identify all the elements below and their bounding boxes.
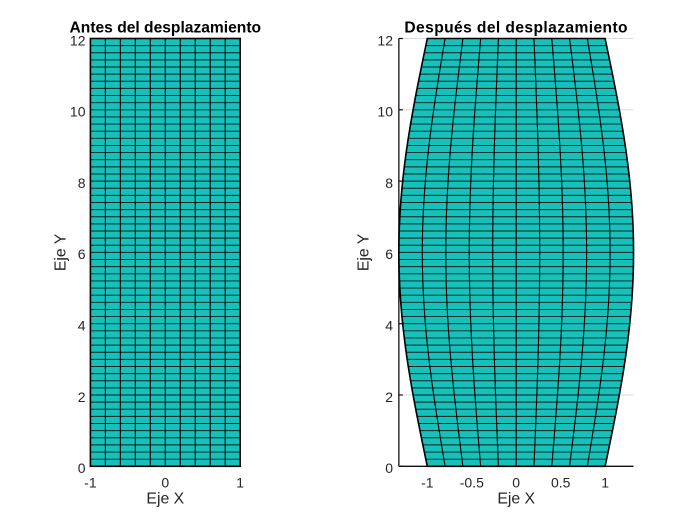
svg-text:Eje Y: Eje Y (356, 233, 373, 271)
svg-text:12: 12 (70, 32, 86, 48)
svg-text:8: 8 (78, 175, 86, 191)
svg-text:6: 6 (385, 246, 393, 262)
svg-text:0: 0 (385, 460, 393, 476)
svg-text:4: 4 (385, 318, 393, 334)
svg-text:1: 1 (236, 475, 244, 491)
svg-text:0.5: 0.5 (551, 475, 571, 491)
svg-text:8: 8 (385, 175, 393, 191)
svg-text:Eje X: Eje X (146, 491, 184, 508)
svg-text:0: 0 (161, 475, 169, 491)
svg-text:6: 6 (78, 246, 86, 262)
svg-text:Eje Y: Eje Y (53, 233, 70, 271)
svg-text:-1: -1 (84, 475, 97, 491)
svg-text:-0.5: -0.5 (460, 475, 484, 491)
svg-text:Después del desplazamiento: Después del desplazamiento (404, 19, 628, 36)
svg-text:-1: -1 (421, 475, 434, 491)
svg-text:Eje X: Eje X (497, 491, 535, 508)
svg-text:4: 4 (78, 318, 86, 334)
svg-text:10: 10 (377, 104, 393, 120)
svg-text:10: 10 (70, 104, 86, 120)
svg-text:2: 2 (385, 389, 393, 405)
svg-text:2: 2 (78, 389, 86, 405)
svg-text:0: 0 (512, 475, 520, 491)
svg-text:1: 1 (601, 475, 609, 491)
svg-text:Antes del desplazamiento: Antes del desplazamiento (70, 19, 262, 36)
svg-text:12: 12 (377, 32, 393, 48)
svg-text:0: 0 (78, 460, 86, 476)
